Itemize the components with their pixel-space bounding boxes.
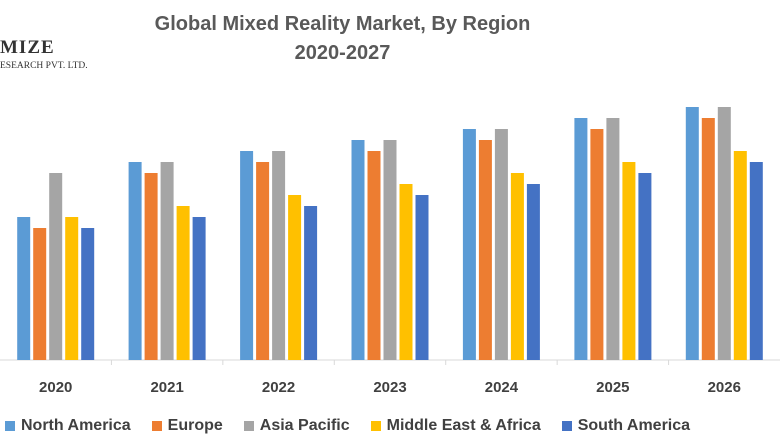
chart-title: Global Mixed Reality Market, By Region 2…	[110, 10, 575, 68]
bar-south-america-2022	[304, 206, 318, 360]
logo-subtitle: ESEARCH PVT. LTD.	[0, 61, 88, 71]
legend-swatch-europe	[151, 421, 162, 431]
x-tick-label-2023: 2023	[373, 379, 406, 396]
legend-swatch-north-america	[5, 421, 15, 431]
bar-north-america-2020	[17, 217, 31, 360]
bar-asia-pacific-2022	[272, 151, 286, 360]
legend-label-south-america: South America	[577, 417, 691, 434]
bar-asia-pacific-2023	[383, 140, 397, 360]
legend-item-north-america: North America	[5, 417, 131, 435]
bar-middle-east-africa-2025	[622, 162, 636, 360]
bar-north-america-2021	[128, 162, 142, 360]
bar-north-america-2023	[351, 140, 365, 360]
bar-north-america-2025	[574, 118, 588, 360]
bar-europe-2024	[478, 140, 492, 360]
bar-south-america-2021	[192, 217, 206, 360]
bar-south-america-2020	[81, 228, 95, 360]
logo-wordmark: MIZE	[0, 37, 55, 58]
bar-europe-2021	[144, 173, 158, 360]
bar-middle-east-africa-2021	[176, 206, 190, 360]
bar-asia-pacific-2020	[49, 173, 63, 360]
legend-label-middle-east-africa: Middle East & Africa	[386, 417, 541, 434]
bar-north-america-2026	[685, 107, 699, 360]
bar-europe-2026	[701, 118, 715, 360]
bar-middle-east-africa-2023	[399, 184, 413, 360]
bar-middle-east-africa-2024	[510, 173, 524, 360]
x-tick-label-2025: 2025	[596, 379, 629, 396]
bar-chart: 2020 2021 2022 2023 2024 2025 2026	[0, 107, 780, 396]
chart-legend: North America Europe Asia Pacific Middle Ea…	[0, 414, 780, 438]
legend-label-asia-pacific: Asia Pacific	[259, 417, 350, 434]
bar-asia-pacific-2021	[160, 162, 174, 360]
bar-south-america-2023	[415, 195, 429, 360]
bar-europe-2023	[367, 151, 381, 360]
legend-item-middle-east-africa: Middle East & Africa	[370, 417, 541, 435]
legend-item-europe: Europe	[151, 417, 223, 435]
bar-middle-east-africa-2020	[65, 217, 79, 360]
bar-middle-east-africa-2022	[288, 195, 302, 360]
bar-north-america-2022	[240, 151, 254, 360]
x-tick-label-2026: 2026	[708, 379, 741, 396]
bar-europe-2025	[590, 129, 604, 360]
bar-south-america-2025	[638, 173, 652, 360]
legend-swatch-middle-east-africa	[370, 421, 381, 431]
bar-europe-2020	[33, 228, 47, 360]
legend-swatch-south-america	[561, 421, 572, 431]
legend-swatch-asia-pacific	[243, 421, 254, 431]
bar-south-america-2026	[749, 162, 763, 360]
company-logo: MIZE ESEARCH PVT. LTD.	[0, 38, 110, 72]
legend-item-asia-pacific: Asia Pacific	[243, 417, 350, 435]
bar-middle-east-africa-2026	[733, 151, 747, 360]
bar-europe-2022	[256, 162, 270, 360]
chart-title-line1: Global Mixed Reality Market, By Region	[154, 13, 531, 35]
bar-asia-pacific-2026	[717, 107, 731, 360]
x-tick-label-2020: 2020	[39, 379, 72, 396]
bar-south-america-2024	[526, 184, 540, 360]
bar-north-america-2024	[462, 129, 476, 360]
legend-label-europe: Europe	[167, 417, 223, 434]
x-tick-label-2022: 2022	[262, 379, 295, 396]
chart-title-line2: 2020-2027	[294, 42, 391, 64]
legend-item-south-america: South America	[561, 417, 691, 435]
x-tick-label-2021: 2021	[150, 379, 183, 396]
bar-asia-pacific-2024	[494, 129, 508, 360]
x-tick-label-2024: 2024	[485, 379, 519, 396]
legend-label-north-america: North America	[21, 417, 131, 434]
bar-asia-pacific-2025	[606, 118, 620, 360]
